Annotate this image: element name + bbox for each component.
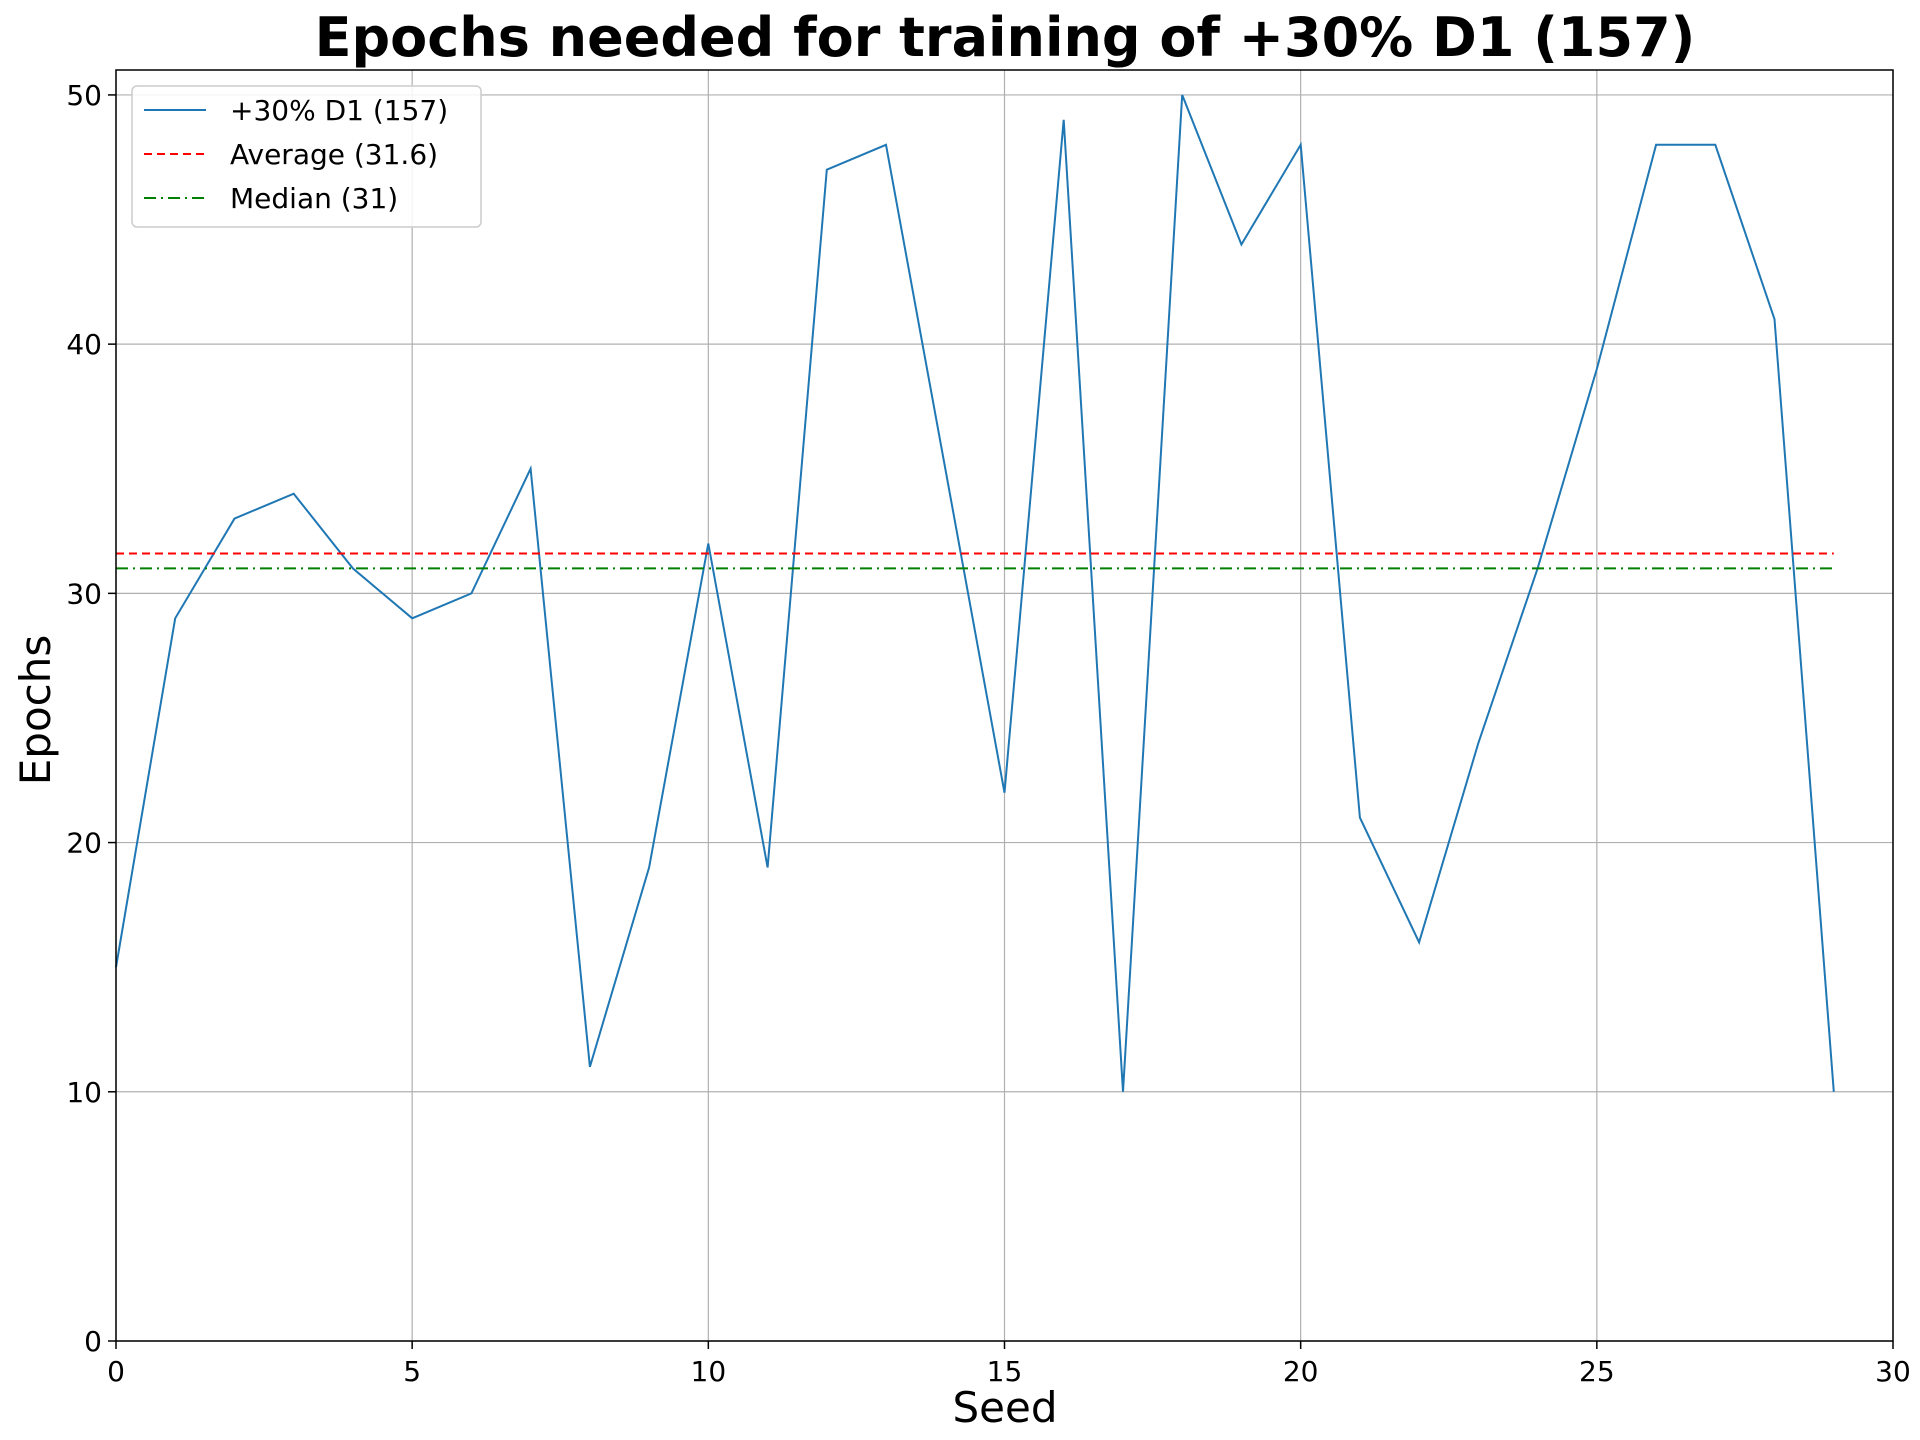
x-tick-label: 5 [403,1355,421,1388]
x-tick-label: 15 [987,1355,1023,1388]
x-axis-ticks: 0 5 10 15 20 25 30 [107,1341,1911,1388]
x-tick-label: 10 [691,1355,727,1388]
x-axis-title: Seed [953,1383,1058,1432]
y-axis-ticks: 0 10 20 30 40 50 [66,79,116,1358]
y-tick-label: 20 [66,827,102,860]
legend-label: Average (31.6) [230,138,438,171]
y-tick-label: 40 [66,328,102,361]
x-tick-label: 30 [1875,1355,1911,1388]
legend-box [131,85,482,228]
series-layer [115,94,1835,1092]
series-line-0 [115,94,1835,1092]
legend: +30% D1 (157) Average (31.6) Median (31) [131,85,482,228]
y-tick-label: 10 [66,1076,102,1109]
y-tick-label: 50 [66,79,102,112]
y-axis-title: Epochs [11,635,60,786]
x-tick-label: 25 [1579,1355,1615,1388]
legend-label: Median (31) [230,182,398,215]
x-tick-label: 20 [1283,1355,1319,1388]
chart-title: Epochs needed for training of +30% D1 (1… [315,6,1696,69]
legend-label: +30% D1 (157) [230,94,448,127]
y-tick-label: 0 [84,1325,102,1358]
x-tick-label: 0 [107,1355,125,1388]
y-tick-label: 30 [66,577,102,610]
